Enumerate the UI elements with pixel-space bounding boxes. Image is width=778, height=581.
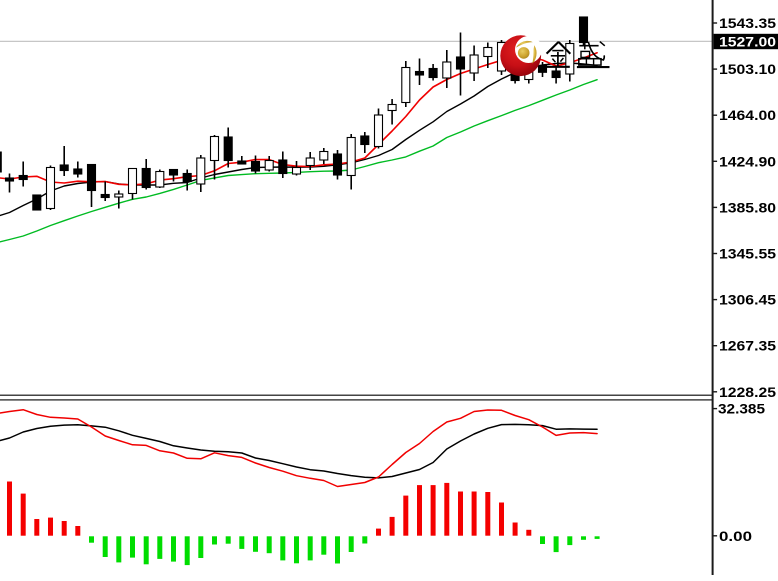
svg-text:1228.25: 1228.25 — [719, 384, 776, 400]
svg-text:1345.55: 1345.55 — [719, 246, 776, 262]
svg-text:1267.35: 1267.35 — [719, 338, 776, 354]
svg-text:1464.00: 1464.00 — [719, 107, 776, 123]
svg-text:1543.35: 1543.35 — [719, 15, 776, 31]
svg-text:0.00: 0.00 — [719, 528, 752, 544]
svg-text:1424.90: 1424.90 — [719, 153, 776, 169]
svg-text:1306.45: 1306.45 — [719, 292, 776, 308]
svg-text:1527.00: 1527.00 — [719, 34, 776, 50]
svg-text:32.385: 32.385 — [718, 401, 765, 417]
svg-text:1503.10: 1503.10 — [719, 61, 776, 77]
svg-text:1385.80: 1385.80 — [719, 199, 776, 215]
